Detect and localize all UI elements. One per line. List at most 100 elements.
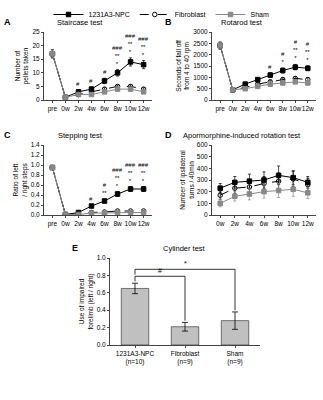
svg-text:4w: 4w xyxy=(87,105,96,112)
svg-text:#: # xyxy=(76,81,80,87)
svg-text:1500: 1500 xyxy=(193,62,208,69)
svg-text:20: 20 xyxy=(32,42,40,49)
svg-text:0.6: 0.6 xyxy=(31,181,40,188)
svg-text:0: 0 xyxy=(36,96,40,103)
svg-text:0w: 0w xyxy=(216,220,225,227)
svg-text:200: 200 xyxy=(197,188,208,195)
svg-text:0w: 0w xyxy=(229,105,238,112)
svg-text:2000: 2000 xyxy=(193,51,208,58)
svg-text:2500: 2500 xyxy=(193,40,208,47)
svg-text:###***: ###*** xyxy=(138,36,149,58)
svg-text:10: 10 xyxy=(32,69,40,76)
svg-text:500: 500 xyxy=(197,153,208,160)
svg-text:Fibroblast(n=9): Fibroblast(n=9) xyxy=(171,350,200,366)
svg-text:Cylinder test: Cylinder test xyxy=(163,244,206,253)
svg-text:0: 0 xyxy=(204,96,208,103)
svg-text:Rotarod test: Rotarod test xyxy=(221,18,263,27)
svg-text:12w: 12w xyxy=(138,105,150,112)
svg-text:2w: 2w xyxy=(231,220,240,227)
svg-text:Ratio of left/ right steps: Ratio of left/ right steps xyxy=(12,162,28,196)
svg-text:12w: 12w xyxy=(302,105,314,112)
svg-text:###***: ###*** xyxy=(125,162,136,184)
svg-text:300: 300 xyxy=(197,176,208,183)
svg-text:0.4: 0.4 xyxy=(31,191,40,198)
svg-text:#***: #*** xyxy=(305,41,310,63)
svg-text:0.0: 0.0 xyxy=(31,211,40,218)
svg-text:8w: 8w xyxy=(274,220,283,227)
svg-text:15: 15 xyxy=(32,55,40,62)
svg-text:pre: pre xyxy=(215,105,225,113)
svg-text:10w: 10w xyxy=(125,220,137,227)
svg-text:#***: #*** xyxy=(293,39,298,61)
svg-text:Sham: Sham xyxy=(251,11,269,18)
svg-text:Number ofpellets taken: Number ofpellets taken xyxy=(14,47,30,84)
svg-text:6w: 6w xyxy=(100,105,109,112)
svg-text:1.0: 1.0 xyxy=(97,254,106,261)
svg-text:12w: 12w xyxy=(302,220,314,227)
svg-text:500: 500 xyxy=(197,85,208,92)
svg-text:#: # xyxy=(103,69,107,75)
svg-text:B: B xyxy=(165,17,172,27)
svg-text:pre: pre xyxy=(48,220,58,228)
svg-text:0.2: 0.2 xyxy=(31,201,40,208)
svg-text:###***: ###*** xyxy=(112,45,123,67)
svg-text:0.2: 0.2 xyxy=(97,324,106,331)
svg-text:1.0: 1.0 xyxy=(31,161,40,168)
svg-text:10w: 10w xyxy=(125,105,137,112)
svg-text:*: * xyxy=(184,260,187,267)
svg-text:6w: 6w xyxy=(100,220,109,227)
svg-text:8w: 8w xyxy=(279,105,288,112)
svg-text:#: # xyxy=(89,78,93,84)
svg-text:6w: 6w xyxy=(260,220,269,227)
svg-text:2w: 2w xyxy=(74,220,83,227)
svg-text:#*: #* xyxy=(281,51,285,65)
svg-text:12w: 12w xyxy=(138,220,150,227)
svg-text:1231A3-NPC(n=10): 1231A3-NPC(n=10) xyxy=(116,350,155,366)
svg-text:C: C xyxy=(4,130,11,140)
svg-text:0.8: 0.8 xyxy=(31,171,40,178)
svg-text:###***: ###*** xyxy=(138,162,149,184)
svg-text:Seconds of fall offfrom 4 to 4: Seconds of fall offfrom 4 to 40 rpm xyxy=(175,40,191,92)
svg-text:3000: 3000 xyxy=(193,28,208,35)
svg-text:100: 100 xyxy=(197,200,208,207)
svg-text:###***: ###*** xyxy=(112,167,123,189)
svg-text:#**: #** xyxy=(102,182,107,196)
svg-text:600: 600 xyxy=(197,141,208,148)
svg-text:4w: 4w xyxy=(87,220,96,227)
svg-text:0.6: 0.6 xyxy=(97,289,106,296)
svg-text:4w: 4w xyxy=(254,105,263,112)
svg-text:0.8: 0.8 xyxy=(97,272,106,279)
svg-text:1.2: 1.2 xyxy=(31,151,40,158)
svg-text:8w: 8w xyxy=(113,105,122,112)
svg-text:###***: ###*** xyxy=(125,33,136,55)
svg-text:#: # xyxy=(268,64,272,70)
svg-text:Sham(n=9): Sham(n=9) xyxy=(227,350,244,366)
svg-text:#: # xyxy=(89,196,93,202)
svg-text:E: E xyxy=(72,243,78,253)
svg-text:Stepping test: Stepping test xyxy=(58,131,103,140)
svg-text:1231A3-NPC: 1231A3-NPC xyxy=(89,11,130,18)
svg-text:Staircase test: Staircase test xyxy=(57,18,103,27)
svg-text:5: 5 xyxy=(36,83,40,90)
svg-text:2w: 2w xyxy=(74,105,83,112)
svg-text:400: 400 xyxy=(197,165,208,172)
svg-text:0w: 0w xyxy=(61,105,70,112)
svg-text:#: # xyxy=(158,267,162,274)
svg-text:1.4: 1.4 xyxy=(31,141,40,148)
svg-text:D: D xyxy=(165,130,172,140)
svg-text:0: 0 xyxy=(204,211,208,218)
svg-text:6w: 6w xyxy=(266,105,275,112)
svg-text:Use of impairedforelimb (left: Use of impairedforelimb (left / right) xyxy=(78,274,94,330)
svg-text:2w: 2w xyxy=(241,105,250,112)
svg-text:4w: 4w xyxy=(245,220,254,227)
svg-text:0.4: 0.4 xyxy=(97,306,106,313)
svg-text:Apormorphine-induced rotation: Apormorphine-induced rotation test xyxy=(183,131,301,140)
svg-text:10w: 10w xyxy=(289,105,301,112)
svg-text:8w: 8w xyxy=(113,220,122,227)
svg-text:1000: 1000 xyxy=(193,74,208,81)
svg-text:Number of ipsilateralturns / 4: Number of ipsilateralturns / 40min xyxy=(179,150,194,210)
svg-text:Fibroblast: Fibroblast xyxy=(175,11,206,18)
svg-text:0.0: 0.0 xyxy=(97,341,106,348)
svg-text:25: 25 xyxy=(32,28,40,35)
svg-text:A: A xyxy=(4,17,11,27)
